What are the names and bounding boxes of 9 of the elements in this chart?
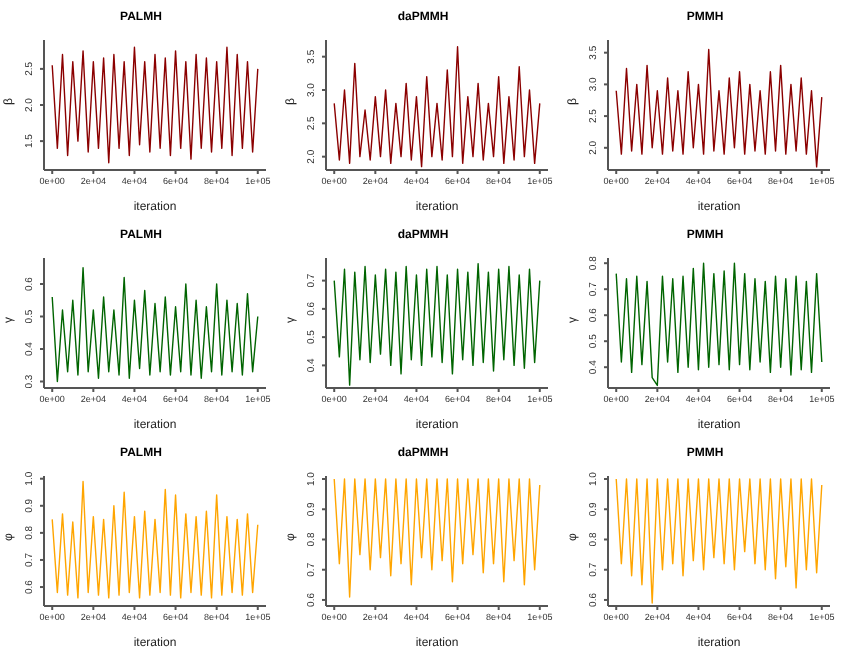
line-series xyxy=(333,262,541,386)
line-series xyxy=(615,478,823,604)
line-series xyxy=(615,262,823,387)
line-series xyxy=(51,480,259,599)
line-series xyxy=(333,478,541,598)
line-series xyxy=(615,48,823,168)
line-series xyxy=(51,46,259,164)
line-series xyxy=(51,267,259,383)
line-series xyxy=(333,45,541,168)
